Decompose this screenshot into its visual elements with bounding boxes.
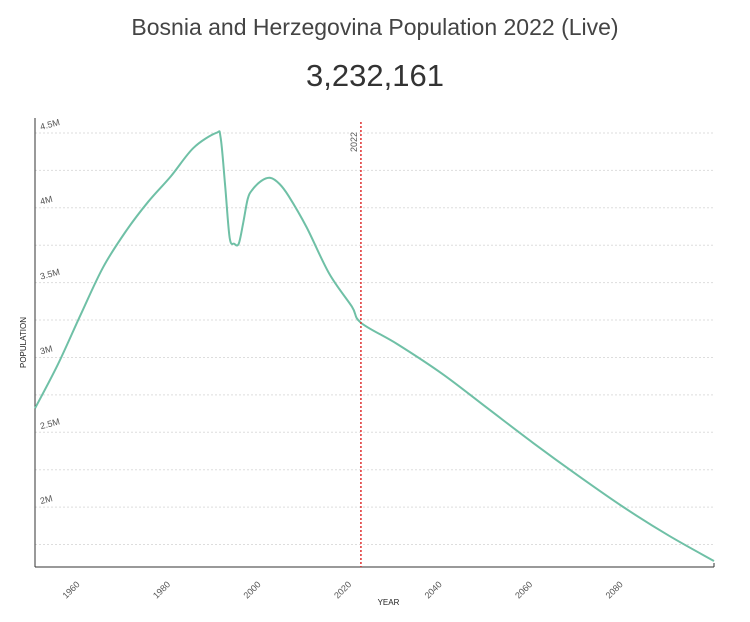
- y-tick-label: 2M: [39, 493, 54, 506]
- x-tick-label: 1960: [60, 579, 81, 600]
- y-axis-title: POPULATION: [19, 317, 28, 368]
- grid-lines: [35, 132, 714, 546]
- y-tick-label: 3.5M: [39, 267, 61, 282]
- x-tick-label: 2040: [423, 579, 444, 600]
- x-tick-label: 2020: [332, 579, 353, 600]
- x-axis-title: YEAR: [378, 598, 400, 607]
- y-tick-label: 2.5M: [39, 416, 61, 431]
- tick-labels: 2M 2.5M 3M 3.5M 4M 4.5M 1960 1980 2000 2020 2040 20…: [39, 117, 625, 601]
- x-tick-label: 2000: [242, 579, 263, 600]
- population-series-line: [34, 130, 715, 562]
- x-tick-label: 2060: [513, 579, 534, 600]
- y-tick-label: 4.5M: [39, 117, 61, 132]
- y-tick-label: 4M: [39, 194, 54, 207]
- year-marker: 2022: [349, 122, 362, 567]
- series-group: [34, 130, 715, 562]
- axes: [34, 118, 715, 568]
- y-tick-label: 3M: [39, 344, 54, 357]
- chart-title: Bosnia and Herzegovina Population 2022 (…: [131, 14, 619, 40]
- axis-labels: YEAR POPULATION: [19, 317, 400, 607]
- live-population-counter: 3,232,161: [306, 58, 444, 93]
- year-marker-label: 2022: [349, 132, 359, 152]
- x-tick-label: 1980: [151, 579, 172, 600]
- x-tick-label: 2080: [604, 579, 625, 600]
